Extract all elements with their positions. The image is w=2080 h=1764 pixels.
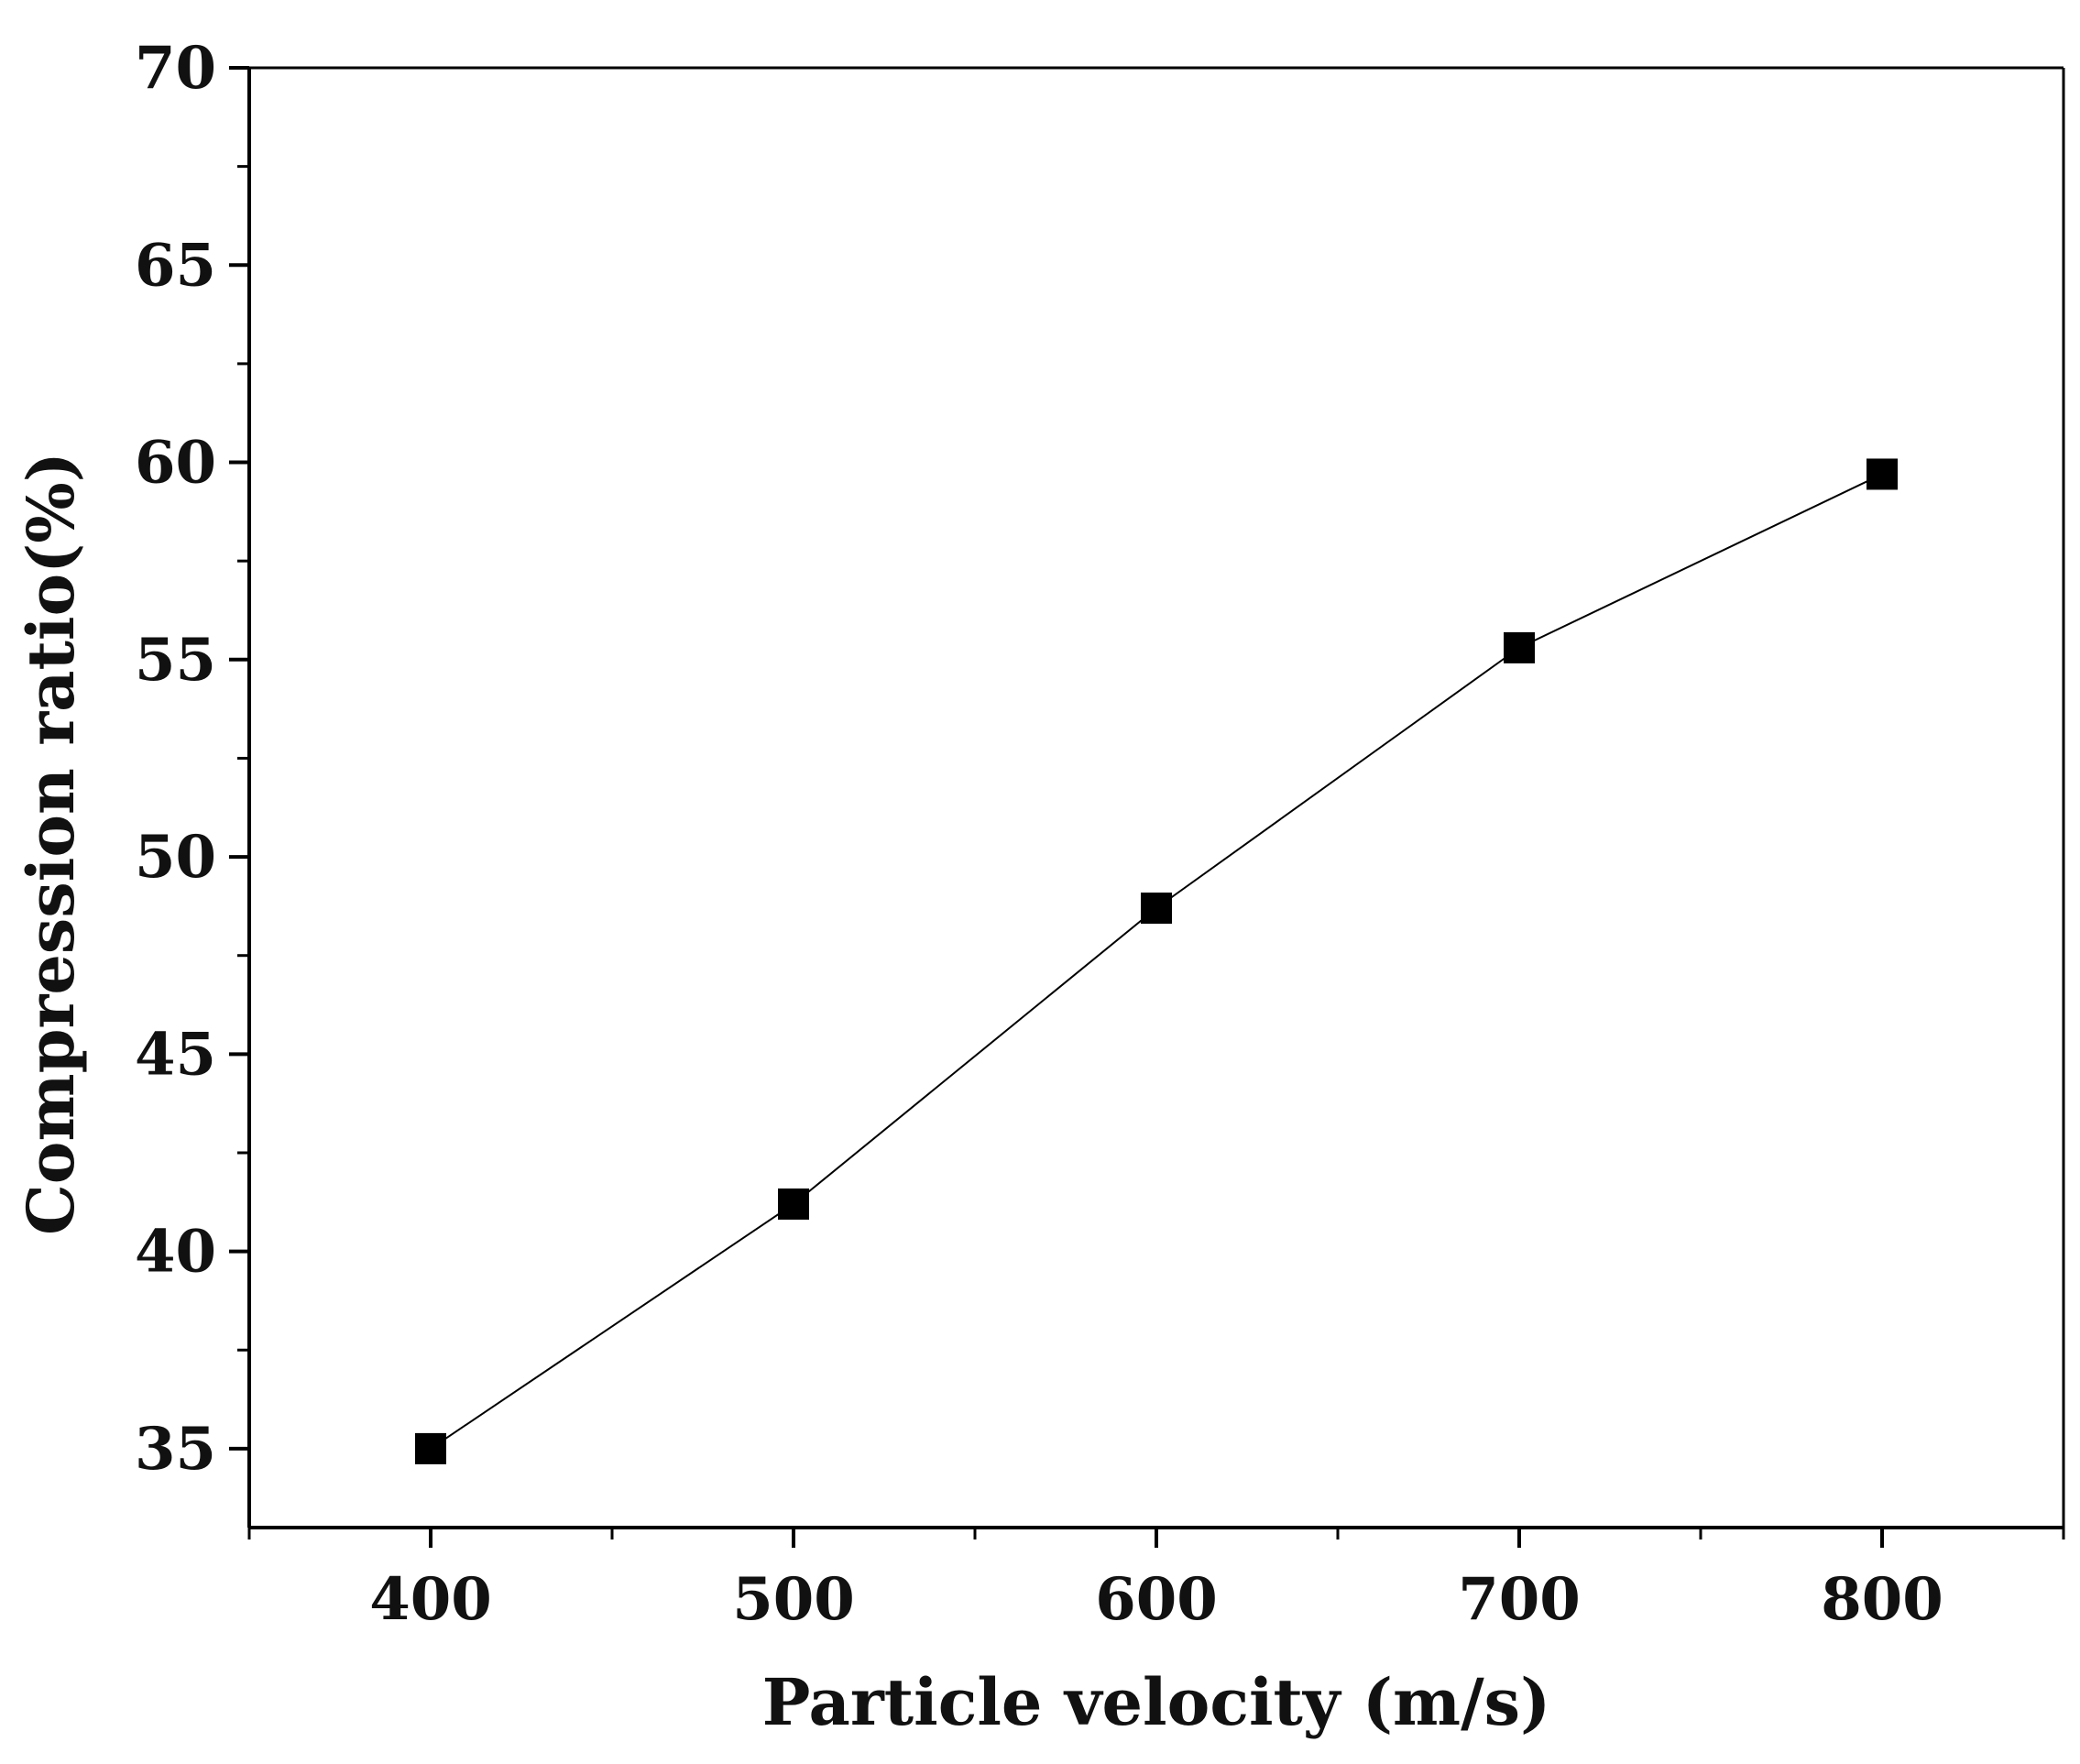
series-line <box>430 473 1883 1450</box>
x-tick-label: 400 <box>369 1565 492 1634</box>
x-axis-title: Particle velocity (m/s) <box>762 1664 1550 1740</box>
y-tick-label: 60 <box>135 429 216 498</box>
x-tick-label: 800 <box>1821 1565 1943 1634</box>
axes: 400 500 600 700 800 35 40 45 50 55 60 65 70 <box>135 34 2065 1634</box>
x-tick-label: 700 <box>1458 1565 1581 1634</box>
data-point-marker <box>778 1188 809 1220</box>
y-tick-label: 45 <box>135 1020 216 1089</box>
series <box>415 458 1898 1464</box>
data-point-marker <box>1504 631 1535 663</box>
data-point-marker <box>415 1432 446 1464</box>
x-tick-label: 500 <box>732 1565 855 1634</box>
y-tick-label: 50 <box>135 823 216 892</box>
y-tick-label: 40 <box>135 1218 216 1287</box>
y-tick-label: 70 <box>135 34 216 103</box>
data-point-marker <box>1141 893 1172 925</box>
y-tick-label: 35 <box>135 1415 216 1484</box>
y-tick-label: 65 <box>135 231 216 300</box>
x-tick-label: 600 <box>1095 1565 1218 1634</box>
data-point-marker <box>1867 458 1898 490</box>
y-axis-title: Compression ratio(%) <box>13 452 89 1235</box>
y-tick-label: 55 <box>135 626 216 695</box>
